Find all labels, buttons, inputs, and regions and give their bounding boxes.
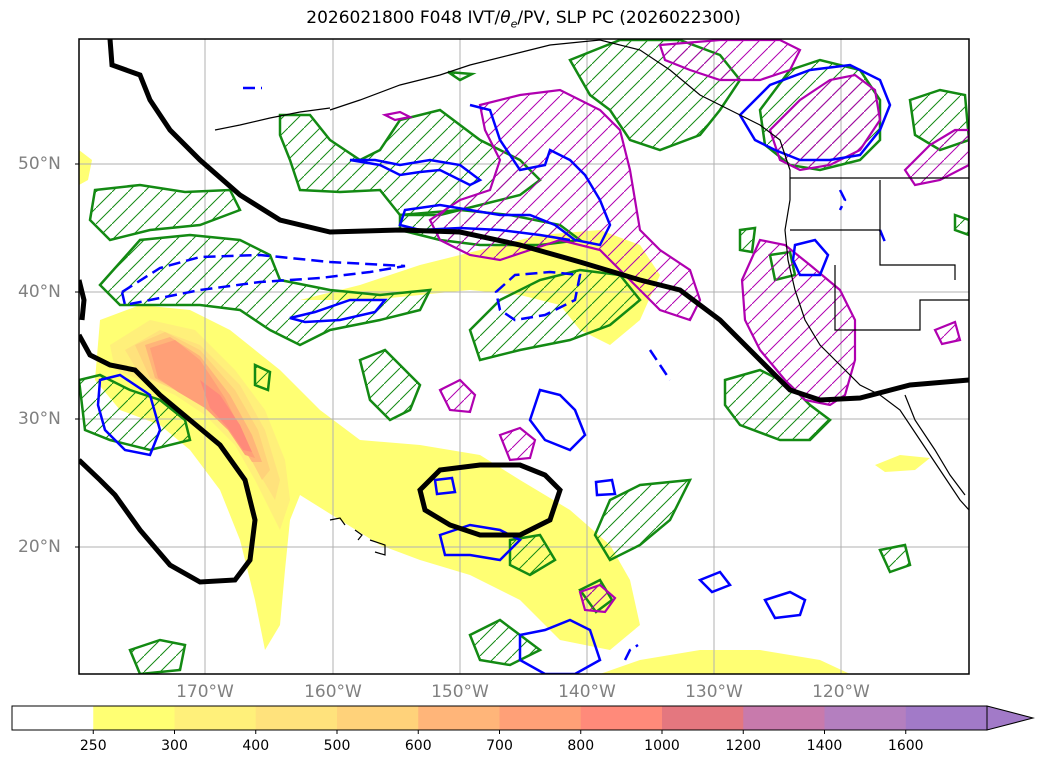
pv-region-small-1: [438, 378, 477, 414]
green-region-small-3: [508, 533, 557, 577]
map-frame: [78, 38, 970, 675]
colorbar-segment: [905, 706, 988, 730]
blue-contour-north-loop: [349, 158, 483, 187]
colorbar-segment: [12, 706, 94, 730]
green-region-southwest: [128, 638, 187, 674]
colorbar-tick-label: 700: [486, 738, 513, 754]
coastline-baja: [904, 394, 966, 496]
colorbar-segment: [580, 706, 663, 730]
colorbar-tick-label: 1200: [725, 738, 762, 754]
lat-label-40: 40°N: [18, 282, 61, 302]
ivt-250-region-east: [875, 455, 930, 472]
colorbar-extend-arrow: [986, 705, 1035, 731]
colorbar-segment: [743, 706, 825, 730]
lat-label-20: 20°N: [18, 537, 61, 557]
colorbar-segment: [255, 706, 338, 730]
green-region-mid: [468, 268, 642, 362]
map-title: 2026021800 F048 IVT/θe/PV, SLP PC (20260…: [306, 8, 741, 31]
coastlines: [214, 39, 969, 556]
colorbar-segment: [93, 706, 175, 730]
lon-label-130w: 130°W: [685, 682, 743, 702]
coastline-aleutians: [214, 107, 331, 131]
blue-dashed-coast-2: [878, 229, 887, 243]
colorbar-tick-label: 500: [323, 738, 351, 754]
lon-label-120w: 120°W: [812, 682, 870, 702]
blue-contour-south-a: [518, 618, 602, 674]
colorbar-tick-label: 1000: [644, 738, 680, 754]
lat-label-50: 50°N: [18, 154, 61, 174]
coastline-alaska: [329, 39, 969, 511]
blue-contour-mid-small: [289, 298, 388, 324]
colorbar-tick-label: 400: [242, 738, 270, 754]
colorbar-segments: [12, 706, 988, 730]
blue-contour-west: [96, 373, 162, 457]
colorbar-segment: [824, 706, 907, 730]
island-hawaii-2: [354, 529, 363, 541]
slp-contour-low: [417, 462, 563, 538]
border-states-3: [834, 265, 969, 331]
pv-hatched-contours: [428, 39, 969, 614]
colorbar-segment: [418, 706, 500, 730]
blue-dashed-mid: [494, 270, 582, 322]
blue-dashed-coast: [838, 189, 847, 211]
island-hawaii-1: [329, 517, 346, 526]
green-region-northwest: [88, 183, 242, 242]
green-region-south: [593, 478, 693, 562]
lon-label-170w: 170°W: [176, 682, 234, 702]
blue-contour-center: [528, 388, 587, 452]
green-region-small-8: [953, 213, 969, 237]
blue-contour-low-a: [433, 476, 457, 496]
lat-label-30: 30°N: [18, 409, 61, 429]
blue-dashed-south: [623, 643, 639, 661]
lon-label-160w: 160°W: [304, 682, 362, 702]
pv-small-contour: [381, 110, 414, 122]
slp-contour-west: [79, 333, 258, 585]
pv-region-northeast: [768, 73, 882, 172]
blue-contour-low-b: [594, 478, 617, 497]
blue-contour-low-c: [438, 523, 523, 562]
blue-contour-northeast: [738, 63, 892, 162]
colorbar-tick-label: 600: [404, 738, 432, 754]
colorbar-tick-label: 1600: [887, 738, 924, 754]
blue-dashed-east: [648, 349, 672, 381]
green-region-small-4: [253, 363, 272, 392]
colorbar-segment: [174, 706, 257, 730]
green-region-center: [358, 348, 422, 422]
colorbar-segment: [662, 706, 744, 730]
green-region-small-2: [878, 543, 912, 574]
pv-region-small-3: [578, 583, 617, 614]
green-region-small-6: [738, 226, 757, 254]
blue-contour-east-small: [791, 238, 830, 277]
pv-region-alaska: [658, 39, 802, 82]
colorbar-segment: [337, 706, 419, 730]
colorbar-tick-label: 300: [161, 738, 188, 754]
blue-dashed-contours: [120, 86, 887, 661]
lon-label-150w: 150°W: [431, 682, 489, 702]
blue-contour-south-c: [697, 570, 733, 594]
pv-region-small-2: [498, 426, 537, 462]
slp-contour-main: [107, 39, 969, 403]
ivt-250-region-south: [600, 650, 850, 674]
green-region-south-center: [468, 618, 543, 667]
pv-region-far-east: [903, 128, 969, 187]
green-region-small-5: [447, 70, 477, 82]
pv-region-north: [428, 88, 702, 322]
slp-contours: [79, 39, 969, 585]
border-states-1: [790, 229, 956, 280]
lon-label-140w: 140°W: [558, 682, 616, 702]
colorbar-tick-label: 1400: [806, 738, 843, 754]
colorbar-segment: [499, 706, 582, 730]
ivt-800-region: [200, 380, 252, 452]
blue-dashed-west: [120, 253, 406, 307]
blue-contour-south-b: [763, 590, 807, 620]
island-hawaii-3: [369, 539, 386, 556]
pv-region-small-4: [933, 320, 962, 346]
colorbar-tick-label: 250: [79, 738, 107, 754]
slp-contour-west-top: [79, 279, 87, 321]
ivt-250-region-west: [79, 150, 92, 185]
colorbar-tick-label: 800: [567, 738, 595, 754]
